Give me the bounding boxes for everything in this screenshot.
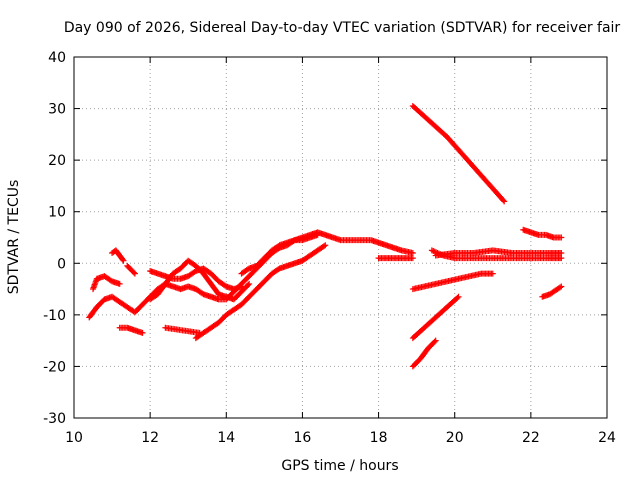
y-tick-label: -10 bbox=[43, 308, 66, 324]
data-point bbox=[432, 337, 439, 344]
y-tick-label: 10 bbox=[48, 205, 66, 221]
data-point bbox=[558, 234, 565, 241]
data-point bbox=[245, 282, 252, 289]
series-track-l bbox=[428, 247, 565, 262]
chart-title: Day 090 of 2026, Sidereal Day-to-day VTE… bbox=[64, 20, 621, 36]
data-point bbox=[130, 269, 137, 276]
data-point bbox=[409, 249, 416, 256]
data-point bbox=[314, 231, 321, 238]
series-track-k bbox=[409, 102, 508, 205]
data-point bbox=[455, 293, 462, 300]
data-point bbox=[321, 243, 328, 250]
y-tick-label: 40 bbox=[48, 50, 66, 66]
series-track-f bbox=[147, 257, 253, 303]
series-track-b bbox=[90, 273, 123, 293]
series-track-n bbox=[409, 270, 496, 293]
data-point bbox=[558, 249, 565, 256]
series-track-g bbox=[192, 242, 329, 342]
x-tick-label: 18 bbox=[370, 430, 388, 446]
x-tick-label: 16 bbox=[294, 430, 312, 446]
data-point bbox=[120, 257, 127, 264]
grid bbox=[74, 57, 607, 418]
y-tick-label: -20 bbox=[43, 359, 66, 375]
x-tick-label: 22 bbox=[522, 430, 540, 446]
series-track-q bbox=[520, 226, 565, 241]
y-axis-label: SDTVAR / TECUs bbox=[6, 180, 22, 295]
series-track-m bbox=[432, 247, 565, 259]
data-point bbox=[139, 329, 146, 336]
data-point bbox=[558, 283, 565, 290]
data-point bbox=[116, 280, 123, 287]
series-track-a bbox=[86, 229, 416, 321]
series-track-o bbox=[409, 293, 462, 342]
x-tick-label: 14 bbox=[217, 430, 235, 446]
series-track-e bbox=[147, 265, 245, 293]
data-point bbox=[409, 255, 416, 262]
series-track-j bbox=[375, 255, 416, 262]
data-point bbox=[246, 280, 253, 287]
axis-ticks: 10 12 14 16 18 20 22 24 -30 -20 -10 0 10 20 30 40 bbox=[43, 50, 616, 446]
data-point bbox=[501, 198, 508, 205]
y-tick-label: 0 bbox=[57, 256, 66, 272]
series-track-c bbox=[109, 247, 127, 264]
series-track-p bbox=[409, 337, 439, 370]
y-tick-label: 30 bbox=[48, 102, 66, 118]
data-point bbox=[322, 242, 329, 249]
series-track-h bbox=[238, 231, 321, 277]
x-axis-label: GPS time / hours bbox=[281, 458, 398, 474]
data-point bbox=[131, 270, 138, 277]
data-point bbox=[119, 256, 126, 263]
data-point bbox=[431, 338, 438, 345]
data-point bbox=[558, 255, 565, 262]
x-tick-label: 10 bbox=[65, 430, 83, 446]
x-tick-label: 24 bbox=[598, 430, 616, 446]
y-tick-label: 20 bbox=[48, 153, 66, 169]
series-track-r bbox=[539, 283, 565, 300]
plot-frame bbox=[73, 56, 608, 419]
data-point bbox=[489, 270, 496, 277]
series-track-i bbox=[124, 262, 203, 336]
data-point bbox=[454, 294, 461, 301]
data-points bbox=[86, 102, 565, 370]
data-point bbox=[500, 197, 507, 204]
data-point bbox=[196, 329, 203, 336]
x-tick-label: 12 bbox=[141, 430, 159, 446]
y-tick-label: -30 bbox=[43, 411, 66, 427]
series-track-d bbox=[116, 324, 146, 336]
x-tick-label: 20 bbox=[446, 430, 464, 446]
data-point bbox=[557, 284, 564, 291]
